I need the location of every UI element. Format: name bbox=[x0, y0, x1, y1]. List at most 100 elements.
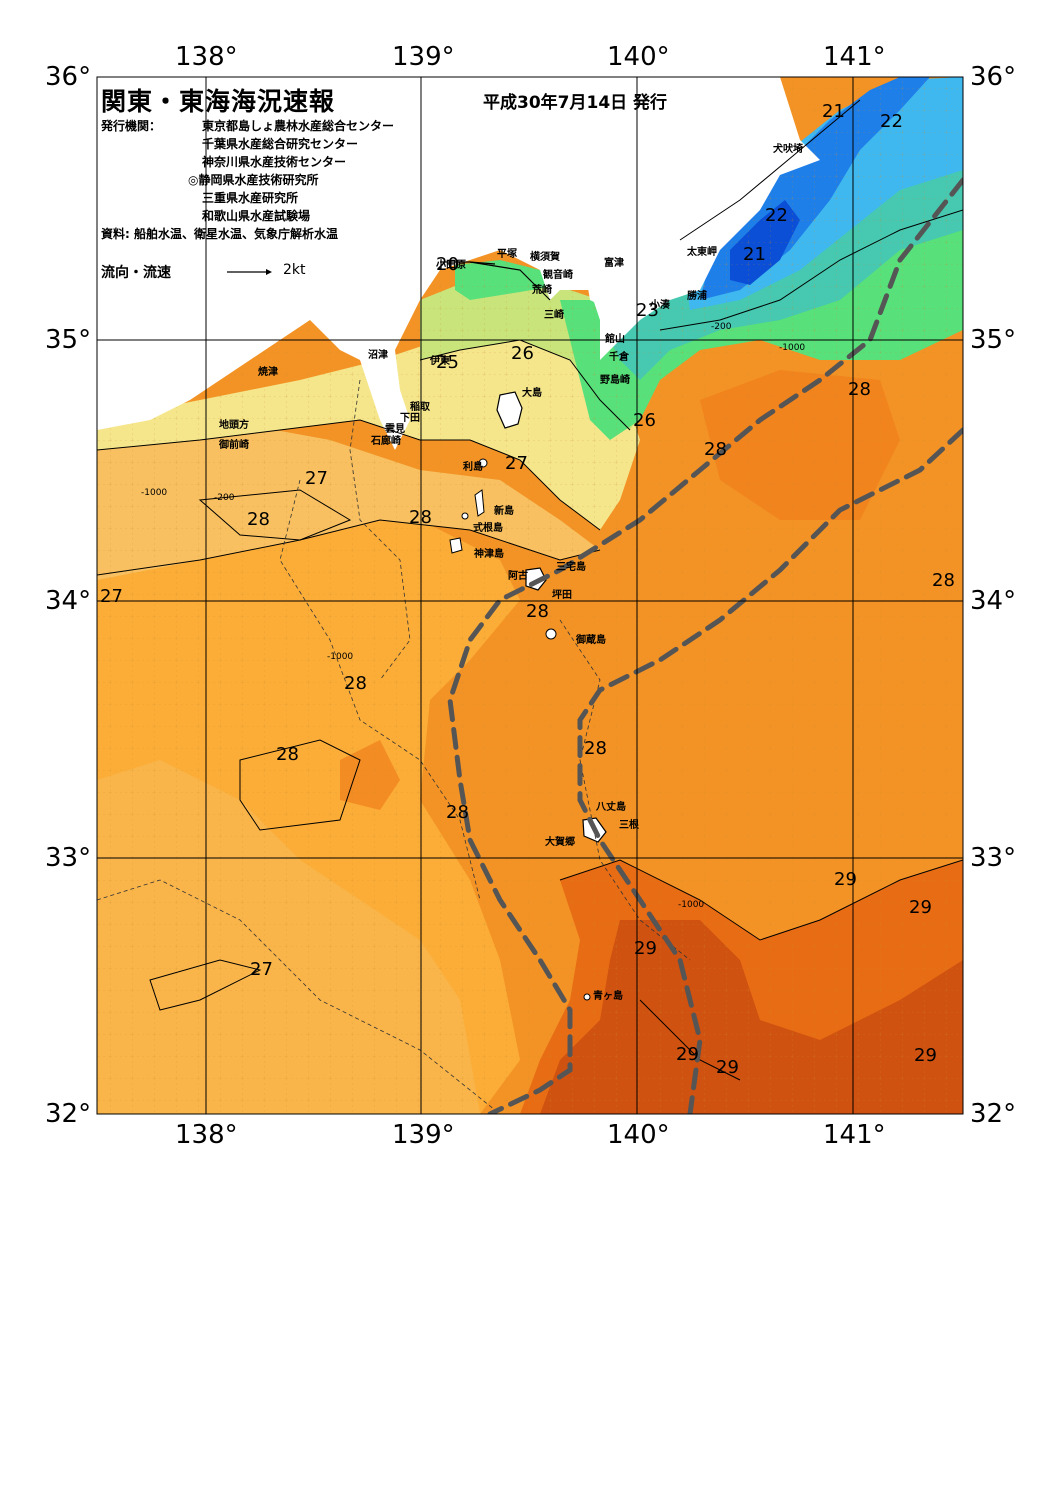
lon-label-138-bottom: 138° bbox=[175, 1120, 238, 1150]
place-hiratsuka: 平塚 bbox=[497, 249, 517, 260]
isotherm-label: 28 bbox=[409, 507, 432, 528]
depth-contours bbox=[97, 379, 691, 1114]
isotherm-25-line bbox=[419, 339, 631, 431]
isotherm-label: 29 bbox=[909, 897, 932, 918]
isotherm-label: 28 bbox=[344, 673, 367, 694]
depth-contour-1000c bbox=[97, 879, 501, 1114]
isotherm-label: 28 bbox=[276, 744, 299, 765]
isotherm-label: 28 bbox=[932, 570, 955, 591]
place-mitsune: 三根 bbox=[619, 820, 639, 831]
place-oshima: 大島 bbox=[522, 388, 542, 399]
place-kominato: 小湊 bbox=[650, 300, 670, 311]
land-boso-inner bbox=[560, 80, 660, 310]
lon-label-140-bottom: 140° bbox=[607, 1120, 670, 1150]
isotherm-label: 26 bbox=[633, 410, 656, 431]
issuer-label: 発行機関： bbox=[101, 119, 162, 133]
place-nojimazaki: 野島崎 bbox=[600, 375, 630, 386]
isotherm-label: 28 bbox=[526, 601, 549, 622]
lat-label-36-right: 36° bbox=[970, 62, 1017, 92]
flow-legend-arrowhead bbox=[266, 269, 272, 275]
isotherm-label: 28 bbox=[848, 379, 871, 400]
island-kozushima bbox=[449, 537, 463, 554]
lon-label-139-bottom: 139° bbox=[392, 1120, 455, 1150]
place-niijima: 新島 bbox=[494, 506, 514, 517]
isotherm-24-line bbox=[659, 209, 963, 331]
issuer-3: 神奈川県水産技術センター bbox=[202, 155, 347, 169]
place-irozaki: 石廊崎 bbox=[371, 436, 401, 447]
isotherm-label: 29 bbox=[914, 1045, 937, 1066]
lat-label-34-right: 34° bbox=[970, 586, 1017, 616]
land-honshu bbox=[97, 77, 820, 450]
depth-label: -200 bbox=[214, 493, 235, 503]
flow-arrow-sagami-2 bbox=[469, 261, 551, 301]
isotherm-label: 29 bbox=[834, 869, 857, 890]
isotherm-label: 23 bbox=[636, 300, 659, 321]
issue-date: 平成30年7月14日 発行 bbox=[483, 93, 668, 113]
isotherm-label: 28 bbox=[446, 802, 469, 823]
isotherm-label: 27 bbox=[505, 453, 528, 474]
place-ito: 伊東 bbox=[430, 356, 450, 367]
lat-label-36-left: 36° bbox=[45, 62, 92, 92]
place-chikura: 千倉 bbox=[609, 352, 629, 363]
isotherm-28-west-line bbox=[198, 489, 352, 541]
lon-label-141-top: 141° bbox=[823, 42, 886, 72]
lat-label-33-left: 33° bbox=[45, 843, 92, 873]
isotherm-label: 22 bbox=[880, 111, 903, 132]
isotherm-27-line bbox=[97, 519, 601, 576]
flow-legend-unit: 2kt bbox=[283, 262, 306, 278]
isotherm-label: 27 bbox=[100, 586, 123, 607]
isotherm-lines bbox=[97, 99, 963, 1081]
isotherm-label: 29 bbox=[716, 1057, 739, 1078]
place-inubosaki: 犬吠埼 bbox=[773, 144, 803, 155]
lon-label-141-bottom: 141° bbox=[823, 1120, 886, 1150]
place-yaizu: 焼津 bbox=[258, 367, 278, 378]
place-arasaki: 荒崎 bbox=[532, 285, 552, 296]
place-aogashima: 青ヶ島 bbox=[593, 991, 623, 1002]
isotherm-26-line bbox=[97, 419, 601, 531]
place-misaki: 三崎 bbox=[544, 310, 564, 321]
graticule bbox=[97, 77, 963, 1114]
place-numazu: 沼津 bbox=[368, 350, 388, 361]
island-oshima bbox=[496, 391, 523, 429]
island-aogashima bbox=[583, 993, 591, 1001]
issuer-1: 東京都島しょ農林水産総合センター bbox=[202, 119, 395, 133]
place-katsuura: 勝浦 bbox=[687, 291, 707, 302]
isotherm-label: 21 bbox=[743, 244, 766, 265]
place-tsubota: 坪田 bbox=[552, 590, 572, 601]
place-kumomi: 雲見 bbox=[385, 424, 405, 435]
lat-label-33-right: 33° bbox=[970, 843, 1017, 873]
kuroshio-axis bbox=[447, 177, 963, 1114]
island-toshima bbox=[478, 458, 488, 468]
isotherm-label: 20 bbox=[436, 254, 459, 275]
island-mikurajima bbox=[545, 628, 557, 640]
isotherm-29b-line bbox=[639, 999, 741, 1081]
place-inatori: 稲取 bbox=[410, 402, 430, 413]
issuer-2: 千葉県水産総合研究センター bbox=[202, 137, 359, 151]
place-futtsu: 富津 bbox=[604, 258, 624, 269]
isotherm-label: 29 bbox=[634, 938, 657, 959]
place-ako: 阿古 bbox=[508, 571, 528, 582]
depth-contour-1000 bbox=[279, 479, 481, 901]
lon-label-139-top: 139° bbox=[392, 42, 455, 72]
place-odawara: 小田原 bbox=[436, 260, 466, 271]
issuer-4: ◎静岡県水産技術研究所 bbox=[188, 173, 319, 187]
place-taitomisaki: 太東岬 bbox=[687, 247, 717, 258]
isotherm-label: 27 bbox=[305, 468, 328, 489]
issuer-6: 和歌山県水産試験場 bbox=[202, 209, 311, 223]
depth-label: -1000 bbox=[141, 488, 168, 498]
map-area bbox=[97, 77, 963, 1114]
place-jitogata: 地頭方 bbox=[219, 420, 249, 431]
issuer-5: 三重県水産研究所 bbox=[202, 191, 299, 205]
place-yokosuka: 横須賀 bbox=[530, 252, 560, 263]
isotherm-label: 21 bbox=[822, 101, 845, 122]
depth-label: -200 bbox=[711, 322, 732, 332]
kuroshio-axis-south bbox=[577, 427, 963, 1114]
island-shikinejima bbox=[461, 512, 469, 520]
isotherm-label: 29 bbox=[676, 1044, 699, 1065]
depth-label: -1000 bbox=[327, 652, 354, 662]
place-tateyama: 館山 bbox=[605, 334, 625, 345]
lat-label-32-left: 32° bbox=[45, 1099, 92, 1129]
place-shimoda: 下田 bbox=[400, 413, 420, 424]
depth-contour-1000b bbox=[559, 619, 691, 961]
